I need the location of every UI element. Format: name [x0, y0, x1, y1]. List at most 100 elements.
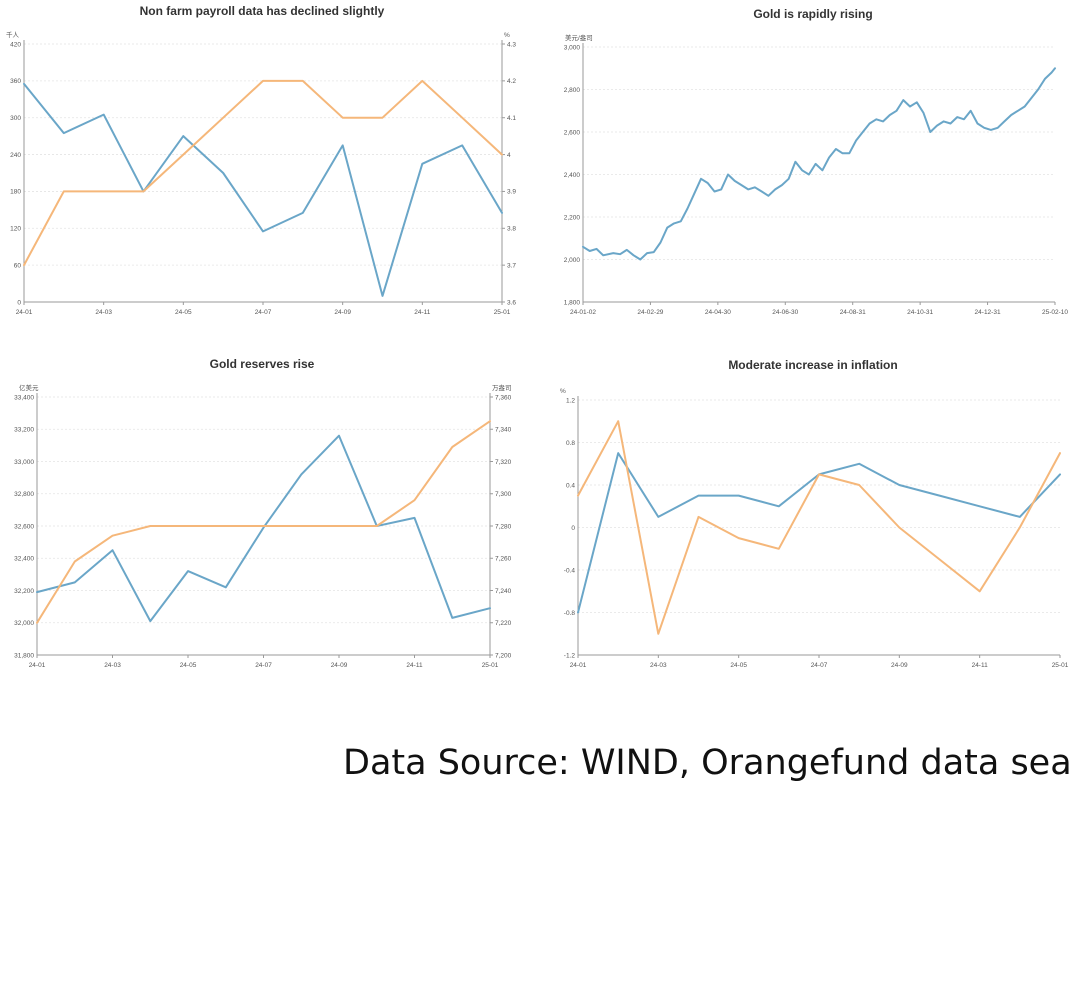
y-tick-label: 2,200 — [564, 214, 581, 221]
x-tick-label: 24-01-02 — [570, 309, 596, 316]
y-tick-label: 33,200 — [14, 427, 34, 434]
y-tick-label: 120 — [10, 226, 21, 233]
y2-tick-label: 7,320 — [495, 459, 512, 466]
x-tick-label: 24-12-31 — [975, 309, 1001, 316]
y-tick-label: 180 — [10, 189, 21, 196]
x-tick-label: 24-01 — [16, 309, 33, 316]
series-line-blue — [36, 434, 491, 623]
y2-tick-label: 4.3 — [507, 41, 516, 48]
y2-tick-label: 3.7 — [507, 262, 516, 269]
x-tick-label: 24-09 — [891, 662, 908, 669]
x-tick-label: 24-04-30 — [705, 309, 731, 316]
y-tick-label: -0.4 — [564, 567, 576, 574]
y-tick-label: 32,400 — [14, 556, 34, 563]
chart-title: Gold reserves rise — [210, 357, 315, 371]
y-tick-label: 420 — [10, 41, 21, 48]
x-tick-label: 24-08-31 — [840, 309, 866, 316]
x-tick-label: 24-11 — [406, 662, 423, 669]
y2-tick-label: 7,220 — [495, 620, 512, 627]
y2-tick-label: 3.9 — [507, 189, 516, 196]
x-tick-label: 25-02-10 — [1042, 309, 1068, 316]
chart-title: Gold is rapidly rising — [753, 7, 872, 21]
y-tick-label: 0 — [571, 525, 575, 532]
x-tick-label: 24-03 — [104, 662, 121, 669]
series-line-blue — [582, 67, 1056, 261]
chart-svg: Gold is rapidly rising 1,800 2,000 2,200 2,4… — [564, 7, 1069, 316]
y2-tick-label: 7,280 — [495, 523, 512, 530]
y-tick-label: 1.2 — [566, 397, 575, 404]
x-tick-label: 24-11 — [972, 662, 989, 669]
y-tick-label: 2,400 — [564, 172, 581, 179]
chart-nonfarm-payroll: Non farm payroll data has declined sligh… — [0, 0, 530, 330]
y2-tick-label: 4.2 — [507, 78, 516, 85]
y-tick-label: 32,200 — [14, 588, 34, 595]
y2-tick-label: 7,240 — [495, 588, 512, 595]
y2-unit-label: 万盎司 — [492, 383, 512, 392]
x-tick-label: 24-07 — [811, 662, 828, 669]
y-tick-label: 32,800 — [14, 491, 34, 498]
series-line-orange — [36, 420, 491, 624]
y2-unit-label: % — [504, 32, 510, 39]
x-tick-label: 24-06-30 — [772, 309, 798, 316]
data-source-note: Data Source: WIND, Orangefund data sea — [343, 743, 1072, 783]
x-tick-label: 24-02-29 — [637, 309, 663, 316]
y-tick-label: 33,400 — [14, 394, 34, 401]
x-tick-label: 24-05 — [175, 309, 192, 316]
chart-svg: Gold reserves rise 31,800 32,000 32,200 32,4… — [14, 357, 512, 669]
x-tick-label: 24-03 — [95, 309, 112, 316]
y2-tick-label: 7,360 — [495, 394, 512, 401]
y2-tick-label: 7,300 — [495, 491, 512, 498]
series-line-orange — [23, 79, 503, 267]
y-tick-label: 32,600 — [14, 523, 34, 530]
chart-gold-price: Gold is rapidly rising 1,800 2,000 2,200 2,4… — [545, 0, 1080, 330]
x-tick-label: 24-09 — [331, 662, 348, 669]
x-tick-label: 24-05 — [180, 662, 197, 669]
series-line-orange — [577, 420, 1061, 635]
chart-svg: Non farm payroll data has declined sligh… — [6, 4, 516, 316]
y-unit-label: % — [560, 388, 566, 395]
x-tick-label: 24-07 — [255, 662, 272, 669]
y2-tick-label: 3.6 — [507, 299, 516, 306]
x-tick-label: 24-10-31 — [907, 309, 933, 316]
y-tick-label: 1,800 — [564, 299, 581, 306]
y-unit-label: 亿美元 — [19, 383, 39, 392]
y-tick-label: -0.8 — [564, 610, 576, 617]
y-tick-label: 0.4 — [566, 482, 575, 489]
chart-svg: Moderate increase in inflation -1.2 -0.8 -0… — [560, 358, 1069, 669]
y-tick-label: 240 — [10, 152, 21, 159]
y2-tick-label: 3.8 — [507, 226, 516, 233]
y-tick-label: 2,000 — [564, 257, 581, 264]
y2-tick-label: 7,340 — [495, 427, 512, 434]
x-tick-label: 24-01 — [29, 662, 46, 669]
x-tick-label: 24-09 — [334, 309, 351, 316]
x-tick-label: 24-11 — [414, 309, 431, 316]
y-tick-label: -1.2 — [564, 652, 576, 659]
y-tick-label: 300 — [10, 115, 21, 122]
y-unit-label: 千人 — [6, 30, 20, 39]
chart-inflation: Moderate increase in inflation -1.2 -0.8 -0… — [545, 350, 1080, 680]
y-tick-label: 2,600 — [564, 129, 581, 136]
y-unit-label: 美元/盎司 — [565, 33, 593, 42]
y-tick-label: 2,800 — [564, 87, 581, 94]
y-tick-label: 0 — [17, 299, 21, 306]
y2-tick-label: 7,260 — [495, 556, 512, 563]
x-tick-label: 25-01 — [482, 662, 499, 669]
x-tick-label: 24-01 — [570, 662, 587, 669]
y-tick-label: 0.8 — [566, 440, 575, 447]
x-tick-label: 25-01 — [1052, 662, 1069, 669]
y-tick-label: 3,000 — [564, 44, 581, 51]
series-line-blue — [23, 82, 503, 297]
chart-gold-reserves: Gold reserves rise 31,800 32,000 32,200 32,4… — [0, 350, 530, 680]
y-tick-label: 60 — [14, 262, 22, 269]
y2-tick-label: 4.1 — [507, 115, 516, 122]
y2-tick-label: 7,200 — [495, 652, 512, 659]
y-tick-label: 31,800 — [14, 652, 34, 659]
x-tick-label: 25-01 — [494, 309, 511, 316]
x-tick-label: 24-03 — [650, 662, 667, 669]
y2-tick-label: 4 — [507, 152, 511, 159]
chart-title: Non farm payroll data has declined sligh… — [140, 4, 385, 18]
chart-title: Moderate increase in inflation — [728, 358, 897, 372]
y-tick-label: 32,000 — [14, 620, 34, 627]
x-tick-label: 24-07 — [255, 309, 272, 316]
y-tick-label: 360 — [10, 78, 21, 85]
